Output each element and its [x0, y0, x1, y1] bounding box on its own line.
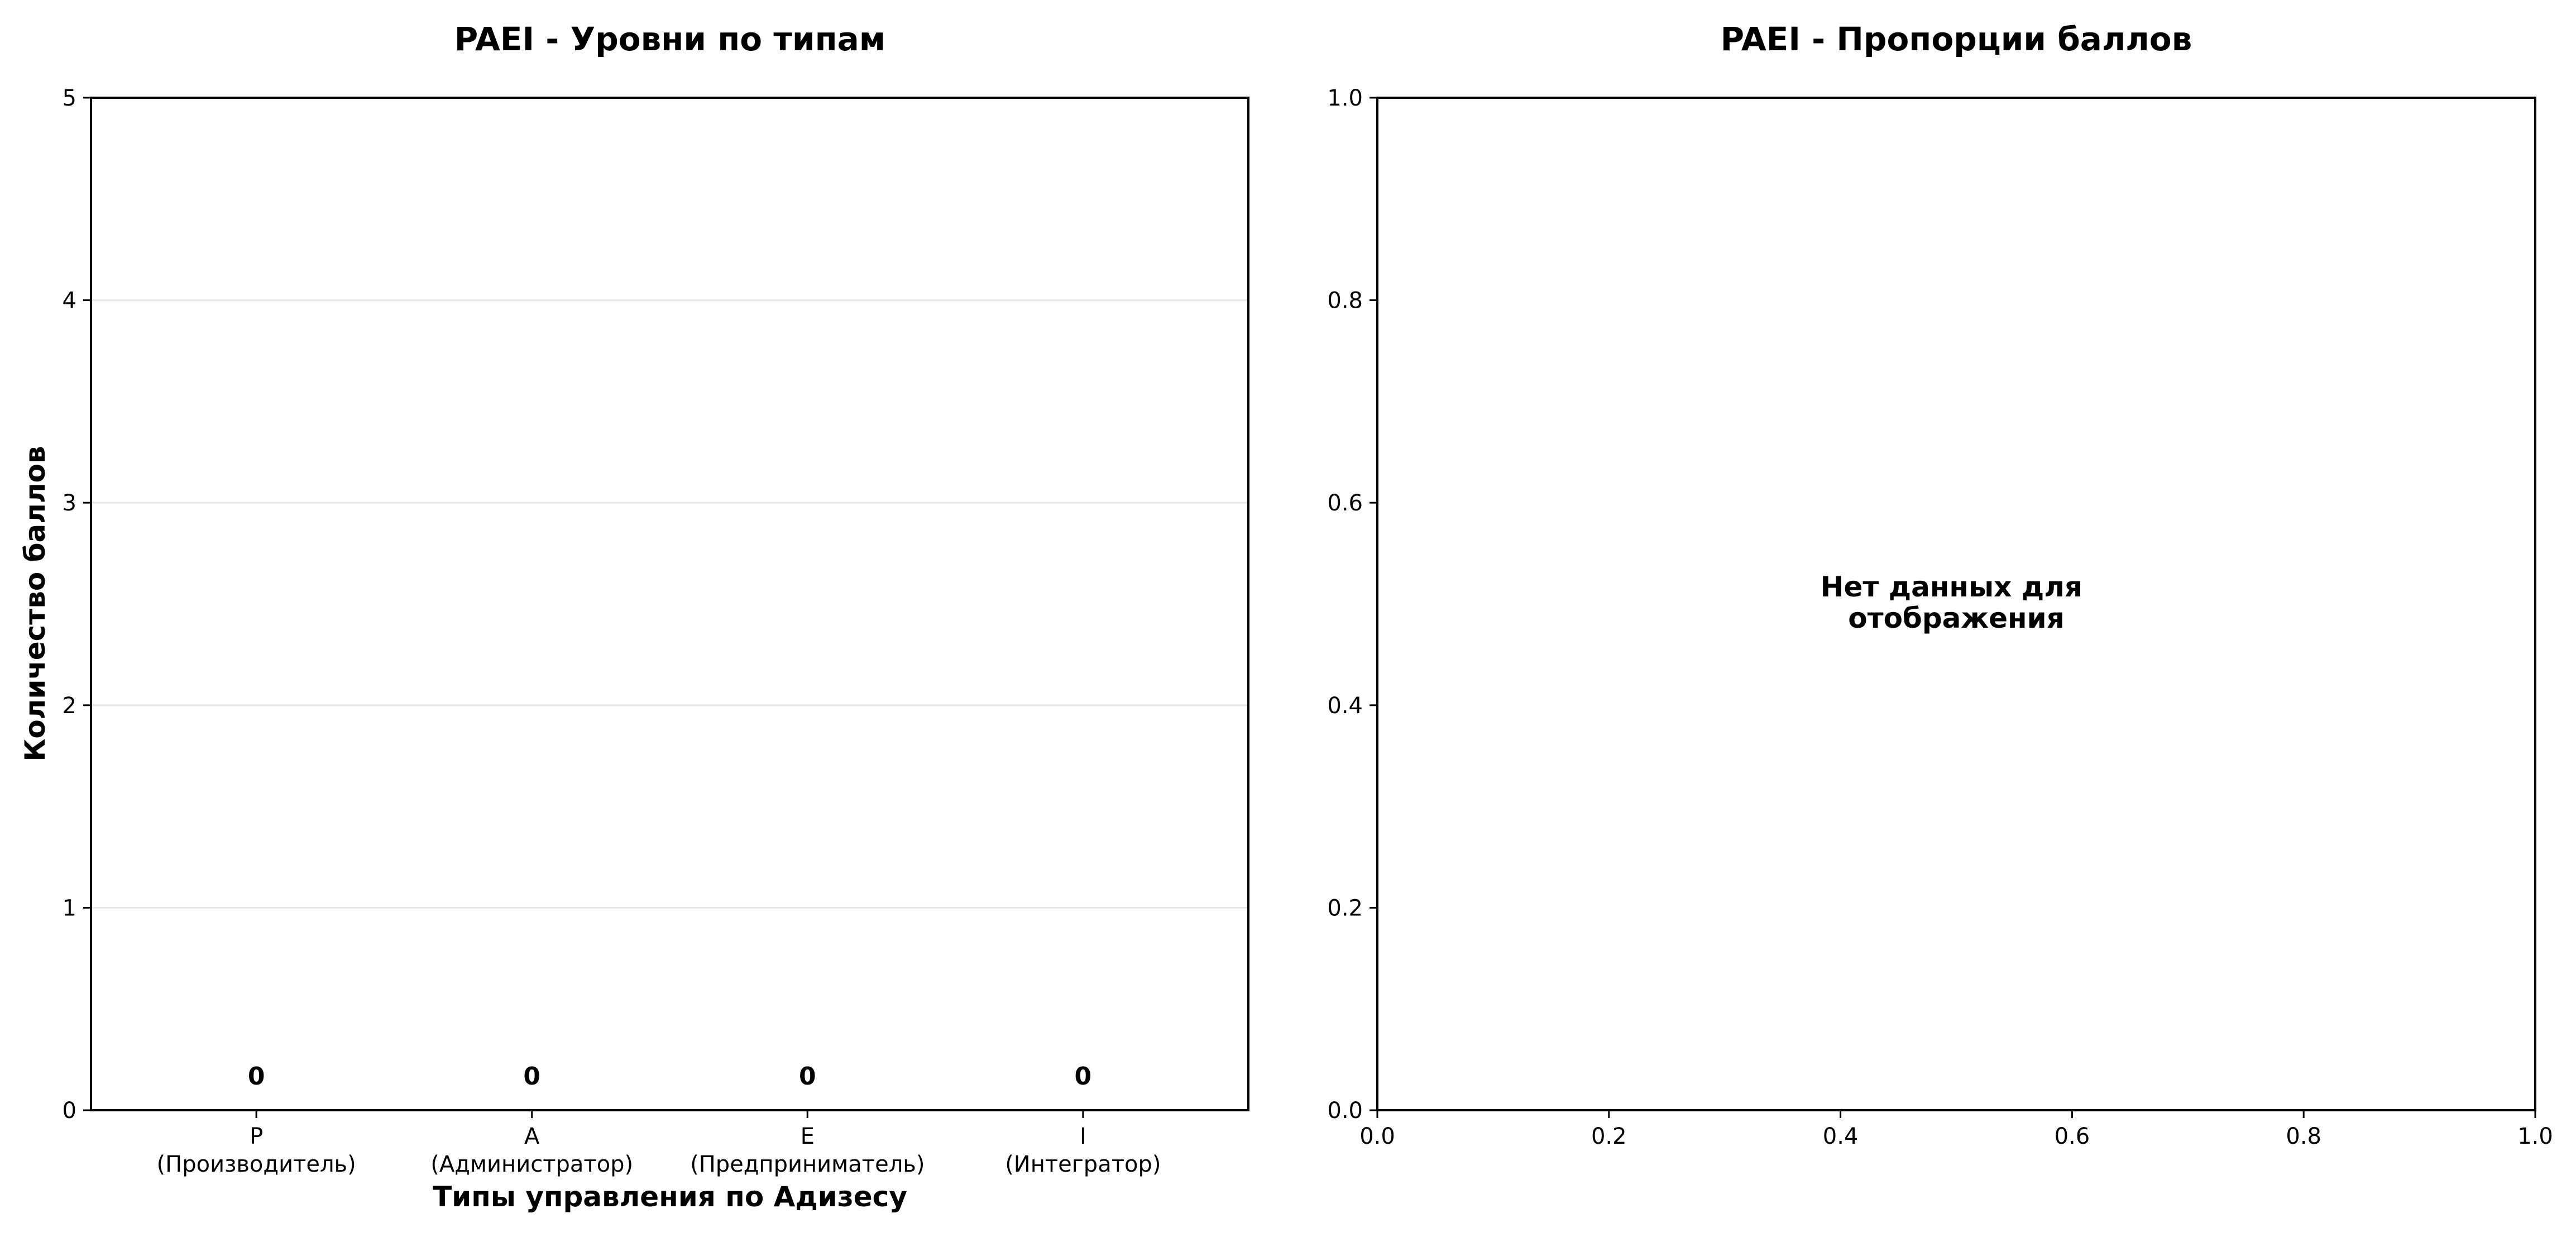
- bar-chart-levels: PAEI - Уровни по типам 0 1 2 3 4 5 P (Производ…: [19, 20, 1249, 1213]
- y-tick-label: 4: [63, 288, 76, 314]
- bar-value-label: 0: [1075, 1062, 1092, 1091]
- y-tick-label: 0: [63, 1098, 76, 1124]
- x-tick-label: 0.8: [2286, 1124, 2321, 1149]
- y-tick-label: 0.2: [1327, 895, 1363, 921]
- x-tick-label: 1.0: [2517, 1124, 2553, 1149]
- y-tick-label: 1.0: [1327, 85, 1363, 111]
- x-tick-label-line: A: [524, 1124, 540, 1149]
- x-tick-label-line: I: [1080, 1124, 1086, 1149]
- y-tick-label: 0.0: [1327, 1098, 1363, 1124]
- y-axis-ticks: 0 1 2 3 4 5: [63, 85, 91, 1124]
- x-tick-label-line: (Производитель): [157, 1152, 356, 1177]
- no-data-line-2: отображения: [1848, 602, 2064, 634]
- x-tick-label: 0.0: [1359, 1124, 1395, 1149]
- y-tick-label: 1: [63, 895, 76, 921]
- x-tick-label-line: (Интегратор): [1005, 1152, 1161, 1177]
- x-tick-label: E (Предприниматель): [690, 1124, 925, 1177]
- x-tick-label-line: P: [250, 1124, 263, 1149]
- x-axis-label: Типы управления по Адизесу: [433, 1181, 907, 1213]
- x-axis-ticks: 0.0 0.2 0.4 0.6 0.8 1.0: [1359, 1110, 2553, 1149]
- y-tick-label: 3: [63, 490, 76, 516]
- y-tick-label: 0.8: [1327, 288, 1363, 314]
- gridlines: [91, 299, 1248, 909]
- chart-title: PAEI - Пропорции баллов: [1721, 20, 2192, 58]
- bar-value-label: 0: [248, 1062, 265, 1091]
- x-tick-label: A (Администратор): [430, 1124, 633, 1177]
- pie-chart-proportions: PAEI - Пропорции баллов 0.0 0.2 0.4 0.6 0.8 1…: [1327, 20, 2553, 1149]
- x-tick-label-line: E: [801, 1124, 815, 1149]
- y-tick-label: 0.6: [1327, 490, 1363, 516]
- bars: 0 0 0 0: [248, 1062, 1091, 1091]
- y-tick-label: 2: [63, 693, 76, 719]
- y-tick-label: 0.4: [1327, 693, 1363, 719]
- y-axis-label: Количество баллов: [19, 446, 51, 761]
- x-tick-label: 0.6: [2055, 1124, 2090, 1149]
- x-tick-label-line: (Администратор): [430, 1152, 633, 1177]
- y-axis-ticks: 0.0 0.2 0.4 0.6 0.8 1.0: [1327, 85, 1377, 1124]
- x-tick-label: 0.4: [1823, 1124, 1859, 1149]
- y-tick-label: 5: [63, 85, 76, 111]
- x-tick-label-line: (Предприниматель): [690, 1152, 925, 1177]
- bar-value-label: 0: [523, 1062, 540, 1091]
- x-tick-label: P (Производитель): [157, 1124, 356, 1177]
- plot-frame: [90, 97, 1249, 1111]
- x-axis-ticks: P (Производитель) A (Администратор) E (Предпр…: [157, 1110, 1161, 1177]
- x-tick-label: I (Интегратор): [1005, 1124, 1161, 1177]
- no-data-line-1: Нет данных для: [1821, 571, 2082, 603]
- plot-frame: [1376, 97, 2536, 1111]
- bar-value-label: 0: [799, 1062, 816, 1091]
- no-data-message: Нет данных для отображения: [1821, 571, 2093, 634]
- chart-title: PAEI - Уровни по типам: [454, 20, 885, 58]
- x-tick-label: 0.2: [1591, 1124, 1627, 1149]
